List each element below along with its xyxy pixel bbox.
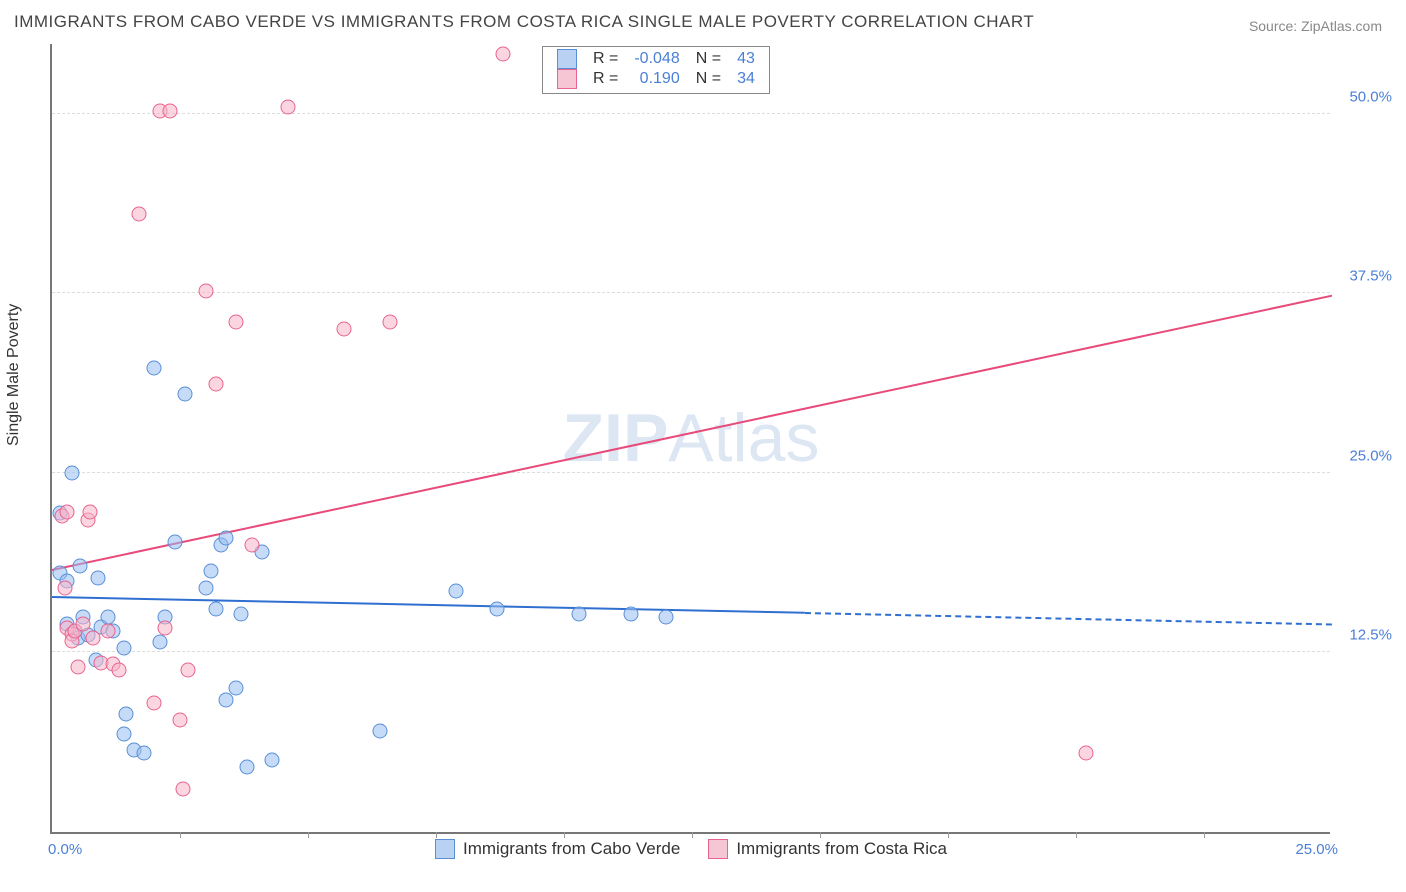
data-point-cabo_verde [91, 570, 106, 585]
gridline [52, 472, 1330, 473]
x-axis-start: 0.0% [48, 841, 82, 858]
data-point-costa_rica [147, 695, 162, 710]
data-point-costa_rica [244, 537, 259, 552]
data-point-cabo_verde [490, 602, 505, 617]
data-point-costa_rica [85, 631, 100, 646]
chart-title: IMMIGRANTS FROM CABO VERDE VS IMMIGRANTS… [14, 12, 1034, 32]
data-point-cabo_verde [572, 606, 587, 621]
data-point-costa_rica [173, 712, 188, 727]
legend-r-label: R = [585, 49, 626, 69]
legend-n-label: N = [688, 49, 729, 69]
data-point-costa_rica [229, 315, 244, 330]
data-point-costa_rica [60, 504, 75, 519]
data-point-cabo_verde [198, 580, 213, 595]
gridline [52, 113, 1330, 114]
data-point-costa_rica [336, 322, 351, 337]
data-point-costa_rica [70, 659, 85, 674]
legend-label: Immigrants from Cabo Verde [463, 839, 680, 859]
legend-label: Immigrants from Costa Rica [736, 839, 947, 859]
y-tick-label: 37.5% [1338, 268, 1392, 285]
y-axis-label: Single Male Poverty [5, 304, 23, 446]
data-point-cabo_verde [178, 386, 193, 401]
data-point-costa_rica [157, 621, 172, 636]
data-point-costa_rica [57, 580, 72, 595]
data-point-cabo_verde [203, 563, 218, 578]
x-axis-end: 25.0% [1295, 841, 1338, 858]
x-tick-minor [1204, 832, 1205, 838]
legend-correlation: R =-0.048N =43 R =0.190N =34 [542, 46, 770, 94]
data-point-costa_rica [101, 623, 116, 638]
legend-swatch [557, 49, 577, 69]
watermark: ZIPAtlas [563, 399, 820, 477]
legend-series: Immigrants from Cabo Verde Immigrants fro… [52, 839, 1330, 864]
data-point-costa_rica [111, 662, 126, 677]
x-tick-minor [564, 832, 565, 838]
data-point-cabo_verde [167, 534, 182, 549]
data-point-costa_rica [280, 99, 295, 114]
chart-source: Source: ZipAtlas.com [1249, 18, 1382, 34]
data-point-costa_rica [495, 46, 510, 61]
x-tick-minor [948, 832, 949, 838]
data-point-cabo_verde [239, 760, 254, 775]
data-point-costa_rica [382, 315, 397, 330]
data-point-costa_rica [180, 662, 195, 677]
data-point-cabo_verde [372, 724, 387, 739]
x-tick-minor [436, 832, 437, 838]
legend-swatch [435, 839, 455, 859]
legend-n-value: 43 [729, 49, 763, 69]
x-tick-minor [308, 832, 309, 838]
data-point-cabo_verde [152, 635, 167, 650]
data-point-cabo_verde [208, 602, 223, 617]
data-point-cabo_verde [449, 583, 464, 598]
data-point-cabo_verde [234, 606, 249, 621]
data-point-cabo_verde [73, 559, 88, 574]
gridline [52, 651, 1330, 652]
legend-r-label: R = [585, 69, 626, 89]
legend-swatch [708, 839, 728, 859]
data-point-cabo_verde [116, 727, 131, 742]
data-point-costa_rica [175, 781, 190, 796]
data-point-costa_rica [208, 376, 223, 391]
data-point-costa_rica [75, 616, 90, 631]
x-tick-minor [820, 832, 821, 838]
data-point-cabo_verde [119, 707, 134, 722]
legend-r-value: 0.190 [626, 69, 687, 89]
trend-line-cabo_verde [805, 612, 1332, 625]
data-point-cabo_verde [623, 606, 638, 621]
data-point-cabo_verde [147, 361, 162, 376]
data-point-cabo_verde [116, 641, 131, 656]
trend-line-costa_rica [52, 294, 1332, 570]
data-point-cabo_verde [65, 465, 80, 480]
data-point-costa_rica [83, 504, 98, 519]
data-point-cabo_verde [219, 530, 234, 545]
data-point-cabo_verde [265, 753, 280, 768]
data-point-costa_rica [132, 207, 147, 222]
gridline [52, 292, 1330, 293]
data-point-cabo_verde [659, 609, 674, 624]
y-tick-label: 25.0% [1338, 447, 1392, 464]
y-tick-label: 12.5% [1338, 627, 1392, 644]
y-tick-label: 50.0% [1338, 88, 1392, 105]
x-tick-minor [1076, 832, 1077, 838]
legend-swatch [557, 69, 577, 89]
data-point-costa_rica [1079, 746, 1094, 761]
data-point-costa_rica [198, 283, 213, 298]
x-tick-minor [692, 832, 693, 838]
data-point-costa_rica [162, 103, 177, 118]
legend-item-cabo_verde: Immigrants from Cabo Verde [435, 839, 680, 859]
legend-item-costa_rica: Immigrants from Costa Rica [708, 839, 947, 859]
data-point-cabo_verde [101, 609, 116, 624]
scatter-plot: ZIPAtlas R =-0.048N =43R =0.190N =34 Imm… [50, 44, 1330, 834]
legend-r-value: -0.048 [626, 49, 687, 69]
data-point-cabo_verde [137, 746, 152, 761]
legend-n-value: 34 [729, 69, 763, 89]
data-point-cabo_verde [229, 681, 244, 696]
x-tick-minor [180, 832, 181, 838]
legend-n-label: N = [688, 69, 729, 89]
